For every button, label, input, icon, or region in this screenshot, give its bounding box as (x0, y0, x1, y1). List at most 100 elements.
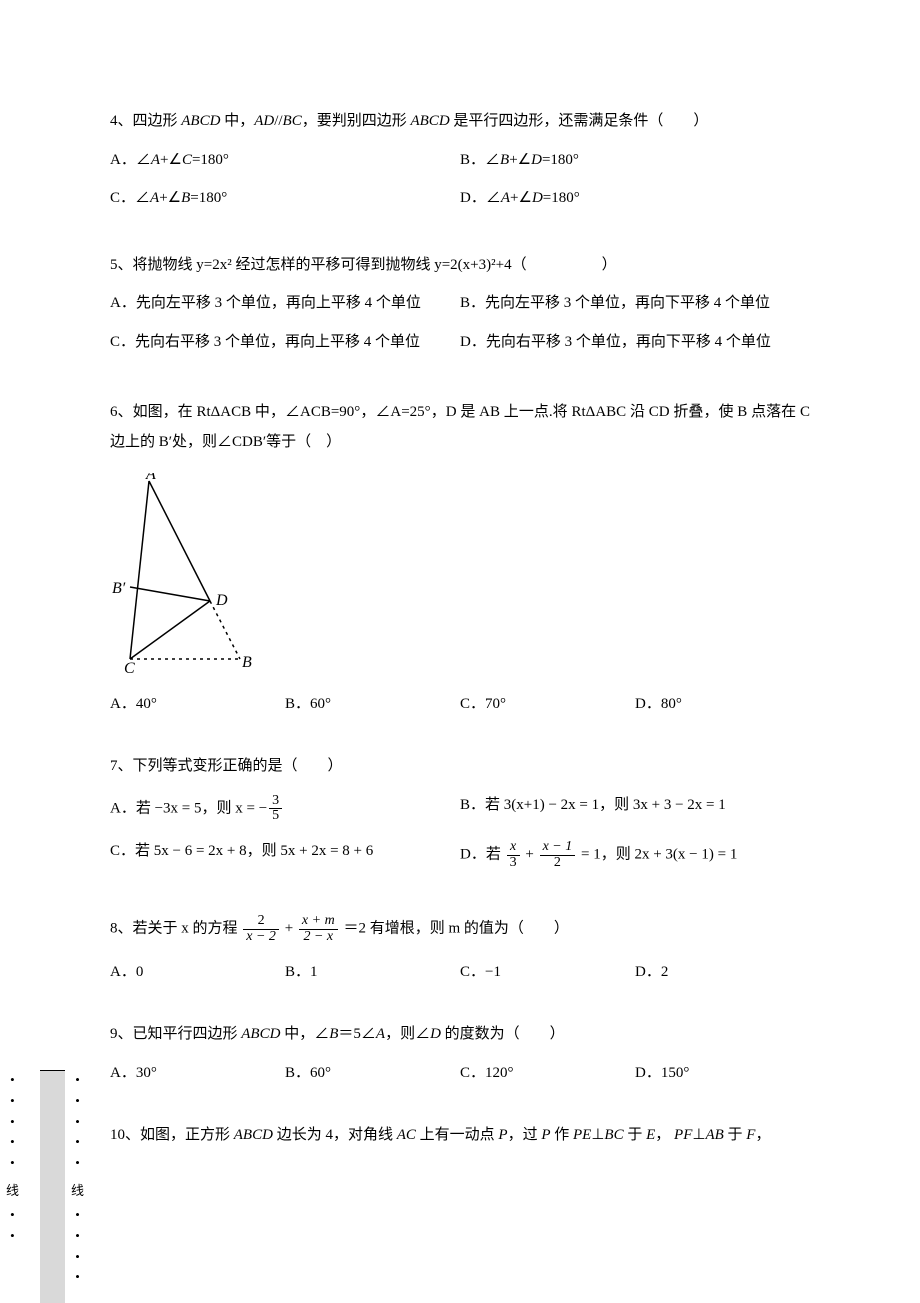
option-d[interactable]: D．80° (635, 693, 810, 716)
q4-options: A．∠A+∠C=180° B．∠B+∠D=180° C．∠A+∠B=180° D… (110, 149, 810, 226)
dot-icon: • (75, 1267, 80, 1288)
numerator: 2 (243, 914, 279, 930)
dot-icon: • (10, 1205, 15, 1226)
gutter-label: 线 (71, 1180, 84, 1199)
fraction: 35 (269, 794, 282, 824)
edge-ac (130, 481, 149, 659)
option-b[interactable]: B．60° (285, 693, 460, 716)
denominator: 2 (540, 856, 576, 871)
var: AD (254, 113, 274, 129)
dot-icon: • (75, 1205, 80, 1226)
q5-stem: 5、将抛物线 y=2x² 经过怎样的平移可得到抛物线 y=2(x+3)²+4（ … (110, 254, 810, 277)
question-5: 5、将抛物线 y=2x² 经过怎样的平移可得到抛物线 y=2(x+3)²+4（ … (110, 254, 810, 370)
dot-icon: • (10, 1226, 15, 1247)
gutter-inner-dots: • • • • • 线 • • • • (65, 1070, 90, 1302)
question-10: 10、如图，正方形 ABCD 边长为 4，对角线 AC 上有一动点 P，过 P … (110, 1124, 810, 1147)
option-c[interactable]: C．若 5x − 6 = 2x + 8，则 5x + 2x = 8 + 6 (110, 840, 460, 870)
dot-icon: • (10, 1091, 15, 1112)
question-7: 7、下列等式变形正确的是（ ） A．若 −3x = 5，则 x = −35 B．… (110, 755, 810, 886)
q8-options: A．0 B．1 C．−1 D．2 (110, 961, 810, 996)
option-a[interactable]: A．先向左平移 3 个单位，再向上平移 4 个单位 (110, 292, 460, 315)
text: A．若 −3x = 5，则 x = − (110, 800, 267, 816)
option-c[interactable]: C．∠A+∠B=180° (110, 187, 460, 210)
gutter-spacer (25, 1070, 40, 1302)
text: B．∠B+∠D=180° (460, 152, 579, 168)
text: D．∠A+∠D=180° (460, 190, 580, 206)
option-d[interactable]: D．若 x3 + x − 12 = 1，则 2x + 3(x − 1) = 1 (460, 840, 810, 870)
dot-icon: • (75, 1226, 80, 1247)
option-b[interactable]: B．∠B+∠D=180° (460, 149, 810, 172)
denominator: 5 (269, 809, 282, 824)
dot-icon: • (10, 1112, 15, 1133)
option-c[interactable]: C．70° (460, 693, 635, 716)
dot-icon: • (75, 1070, 80, 1091)
option-d[interactable]: D．2 (635, 961, 810, 984)
label-c: C (124, 660, 135, 673)
fraction: x3 (507, 840, 520, 870)
option-a[interactable]: A．0 (110, 961, 285, 984)
text: + (522, 847, 538, 863)
question-9: 9、已知平行四边形 ABCD 中，∠B＝5∠A，则∠D 的度数为（ ） A．30… (110, 1023, 810, 1096)
denominator: x − 2 (243, 930, 279, 945)
text: 8、若关于 x 的方程 (110, 921, 241, 937)
text: = 1，则 2x + 3(x − 1) = 1 (577, 847, 737, 863)
q4-stem: 4、四边形 ABCD 中，AD//BC，要判别四边形 ABCD 是平行四边形，还… (110, 110, 810, 133)
q6-diagram: A B′ D C B (110, 473, 810, 681)
option-b[interactable]: B．先向左平移 3 个单位，再向下平移 4 个单位 (460, 292, 810, 315)
exam-page: 4、四边形 ABCD 中，AD//BC，要判别四边形 ABCD 是平行四边形，还… (0, 0, 920, 1215)
option-b[interactable]: B．1 (285, 961, 460, 984)
option-c[interactable]: C．120° (460, 1062, 635, 1085)
option-a[interactable]: A．若 −3x = 5，则 x = −35 (110, 794, 460, 824)
option-a[interactable]: A．30° (110, 1062, 285, 1085)
q10-stem: 10、如图，正方形 ABCD 边长为 4，对角线 AC 上有一动点 P，过 P … (110, 1124, 810, 1147)
text: D．若 (460, 847, 505, 863)
option-d[interactable]: D．150° (635, 1062, 810, 1085)
question-6: 6、如图，在 RtΔACB 中，∠ACB=90°，∠A=25°，D 是 AB 上… (110, 397, 810, 727)
text: C．∠A+∠B=180° (110, 190, 227, 206)
option-b[interactable]: B．60° (285, 1062, 460, 1085)
question-4: 4、四边形 ABCD 中，AD//BC，要判别四边形 ABCD 是平行四边形，还… (110, 110, 810, 226)
text: 是平行四边形，还需满足条件（ ） (450, 113, 709, 129)
text: 中， (220, 113, 254, 129)
option-b[interactable]: B．若 3(x+1) − 2x = 1，则 3x + 3 − 2x = 1 (460, 794, 810, 824)
q9-stem: 9、已知平行四边形 ABCD 中，∠B＝5∠A，则∠D 的度数为（ ） (110, 1023, 810, 1046)
edge-cd (130, 601, 210, 659)
option-d[interactable]: D．先向右平移 3 个单位，再向下平移 4 个单位 (460, 331, 810, 354)
edge-db-dashed (210, 601, 240, 659)
text: 4、四边形 (110, 113, 181, 129)
denominator: 3 (507, 856, 520, 871)
option-a[interactable]: A．∠A+∠C=180° (110, 149, 460, 172)
dot-icon: • (10, 1132, 15, 1153)
numerator: x − 1 (540, 840, 576, 856)
q5-options: A．先向左平移 3 个单位，再向上平移 4 个单位 B．先向左平移 3 个单位，… (110, 292, 810, 369)
numerator: x + m (299, 914, 338, 930)
dot-icon: • (75, 1132, 80, 1153)
fraction: x − 12 (540, 840, 576, 870)
edge-bpd (130, 587, 210, 601)
text: // (274, 113, 282, 129)
fraction: 2x − 2 (243, 914, 279, 944)
option-c[interactable]: C．−1 (460, 961, 635, 984)
dot-icon: • (75, 1091, 80, 1112)
var: ABCD (410, 113, 449, 129)
gutter-outer-dots: • • • • • 线 • • (0, 1070, 25, 1302)
binding-gutter: • • • • • 线 • • • • • • • 线 • • • • (0, 1070, 90, 1302)
question-8: 8、若关于 x 的方程 2x − 2 + x + m2 − x ＝2 有增根，则… (110, 914, 810, 995)
q7-stem: 7、下列等式变形正确的是（ ） (110, 755, 810, 778)
gutter-label: 线 (6, 1180, 19, 1199)
option-c[interactable]: C．先向右平移 3 个单位，再向上平移 4 个单位 (110, 331, 460, 354)
label-bp: B′ (112, 580, 126, 597)
label-d: D (215, 592, 228, 609)
dot-icon: • (10, 1153, 15, 1174)
var: ABCD (181, 113, 220, 129)
denominator: 2 − x (299, 930, 338, 945)
label-b: B (242, 654, 252, 671)
option-d[interactable]: D．∠A+∠D=180° (460, 187, 810, 210)
q7-options: A．若 −3x = 5，则 x = −35 B．若 3(x+1) − 2x = … (110, 794, 810, 887)
gutter-inner-filled (40, 1070, 65, 1303)
triangle-fold-svg: A B′ D C B (110, 473, 260, 673)
option-a[interactable]: A．40° (110, 693, 285, 716)
edge-ad (149, 481, 210, 601)
text: + (281, 921, 297, 937)
dot-icon: • (10, 1070, 15, 1091)
